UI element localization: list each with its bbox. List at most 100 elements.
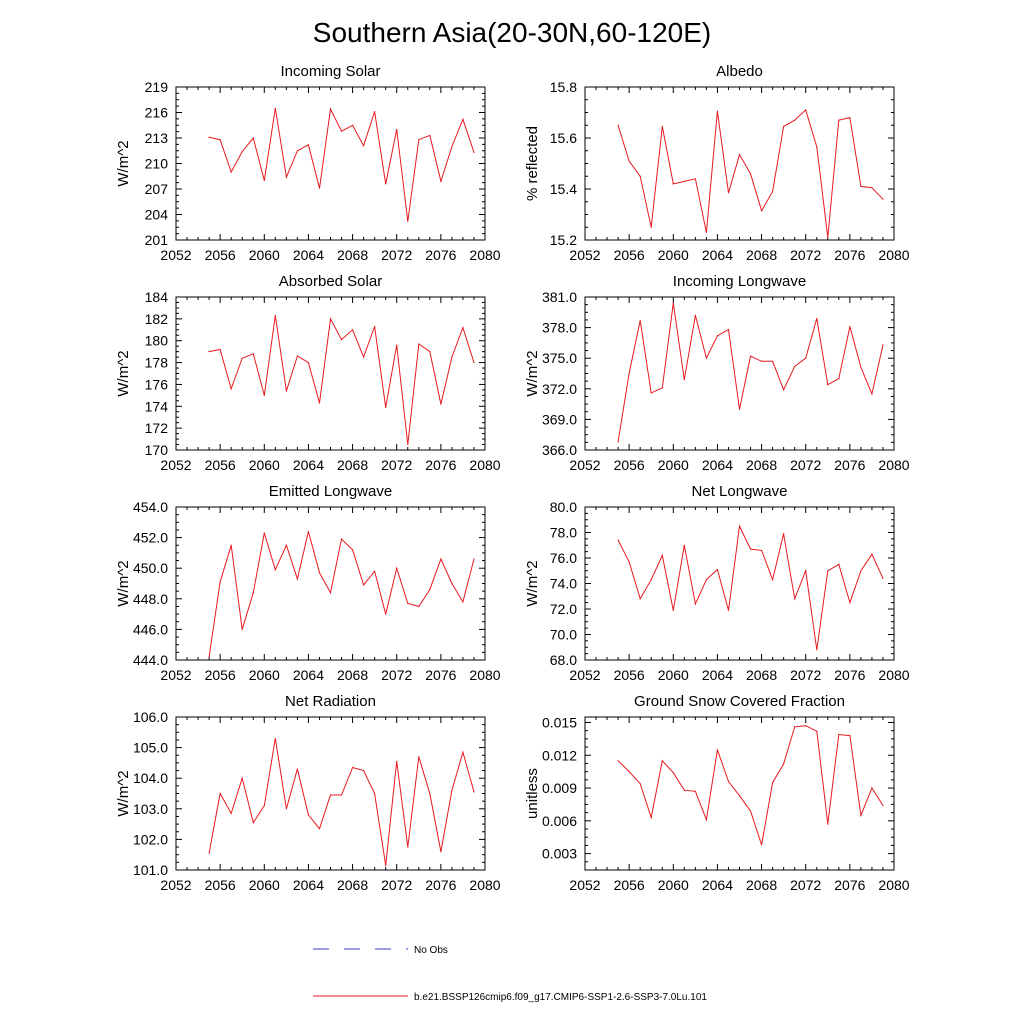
- data-point: [827, 236, 829, 239]
- data-point: [363, 145, 365, 147]
- chart-panel: Ground Snow Covered Fraction unitless 2052…: [524, 693, 910, 893]
- x-tick-label: 2064: [293, 667, 324, 683]
- data-point: [263, 394, 265, 396]
- data-point: [639, 175, 641, 177]
- data-point: [385, 406, 387, 408]
- x-tick-label: 2080: [469, 667, 500, 683]
- data-point: [429, 134, 431, 137]
- x-tick-label: 2080: [878, 457, 909, 473]
- x-tick-label: 2068: [337, 457, 368, 473]
- data-point: [307, 814, 310, 816]
- data-point: [672, 302, 674, 304]
- data-point: [340, 794, 343, 796]
- data-point: [871, 787, 873, 789]
- x-tick-label: 2076: [834, 247, 865, 263]
- data-point: [418, 605, 420, 608]
- data-point: [318, 828, 321, 830]
- data-point: [462, 327, 464, 329]
- data-point: [429, 792, 431, 795]
- x-tick-label: 2052: [160, 667, 191, 683]
- data-point: [716, 568, 719, 571]
- x-tick-label: 2060: [249, 667, 280, 683]
- data-point: [230, 544, 232, 546]
- x-tick-label: 2072: [790, 877, 821, 893]
- data-point: [772, 190, 774, 193]
- x-tick-label: 2076: [834, 877, 865, 893]
- data-point: [351, 766, 354, 769]
- data-point: [716, 335, 719, 337]
- series-line: [617, 303, 884, 442]
- data-point: [363, 584, 365, 586]
- data-point: [794, 119, 796, 121]
- data-point: [805, 109, 807, 111]
- data-point: [285, 544, 287, 546]
- data-point: [473, 151, 475, 154]
- y-tick-label: 182: [145, 311, 169, 327]
- y-tick-label: 207: [145, 181, 169, 197]
- data-point: [727, 780, 730, 783]
- data-point: [749, 548, 752, 550]
- data-point: [738, 408, 741, 410]
- x-tick-label: 2060: [249, 457, 280, 473]
- y-axis-label: W/m^2: [524, 350, 541, 396]
- y-tick-label: 216: [145, 105, 169, 121]
- y-tick-label: 103.0: [133, 801, 168, 817]
- data-point: [860, 570, 862, 572]
- plot-frame: [175, 716, 486, 871]
- y-tick-label: 15.8: [550, 79, 577, 95]
- y-tick-label: 454.0: [133, 499, 168, 515]
- data-point: [705, 819, 707, 821]
- data-point: [694, 603, 696, 605]
- y-axis-label: unitless: [524, 768, 541, 819]
- x-tick-label: 2056: [205, 247, 236, 263]
- y-tick-label: 15.4: [550, 181, 577, 197]
- data-point: [683, 379, 685, 381]
- x-tick-label: 2068: [337, 877, 368, 893]
- data-point: [318, 572, 321, 574]
- data-point: [351, 124, 354, 126]
- data-point: [617, 124, 619, 126]
- y-tick-label: 176: [145, 376, 169, 392]
- data-point: [340, 538, 343, 540]
- y-axis-label: W/m^2: [115, 140, 132, 186]
- data-point: [882, 344, 884, 346]
- x-tick-label: 2068: [337, 667, 368, 683]
- data-point: [219, 139, 221, 141]
- data-point: [860, 814, 862, 816]
- data-point: [794, 726, 796, 728]
- data-point: [208, 351, 210, 353]
- data-point: [263, 532, 265, 534]
- data-point: [783, 125, 785, 128]
- legend-label: No Obs: [414, 945, 448, 956]
- data-point: [340, 339, 343, 341]
- chart-panel: Net Radiation W/m^2 2052 2056 2060 2064 2068 20…: [115, 693, 501, 893]
- data-point: [760, 549, 763, 551]
- chart-title: Ground Snow Covered Fraction: [634, 693, 845, 710]
- chart-title: Net Radiation: [285, 693, 376, 710]
- data-point: [827, 823, 829, 825]
- data-point: [462, 751, 464, 753]
- data-point: [407, 602, 409, 604]
- data-point: [473, 791, 475, 793]
- data-point: [230, 388, 232, 390]
- data-point: [749, 355, 752, 357]
- data-point: [694, 314, 696, 316]
- x-tick-label: 2068: [746, 667, 777, 683]
- data-point: [794, 598, 796, 600]
- data-point: [396, 344, 398, 346]
- data-point: [363, 356, 365, 358]
- data-point: [363, 769, 365, 772]
- data-point: [208, 136, 210, 138]
- y-tick-label: 375.0: [542, 350, 577, 366]
- data-point: [396, 128, 398, 131]
- data-point: [230, 171, 232, 173]
- chart-title: Incoming Solar: [280, 63, 380, 80]
- x-tick-label: 2056: [614, 667, 645, 683]
- chart-title: Emitted Longwave: [269, 483, 392, 500]
- data-point: [274, 569, 276, 571]
- data-point: [451, 145, 453, 148]
- data-point: [882, 577, 884, 580]
- data-point: [440, 403, 442, 405]
- y-tick-label: 0.015: [542, 714, 577, 730]
- data-point: [805, 725, 807, 727]
